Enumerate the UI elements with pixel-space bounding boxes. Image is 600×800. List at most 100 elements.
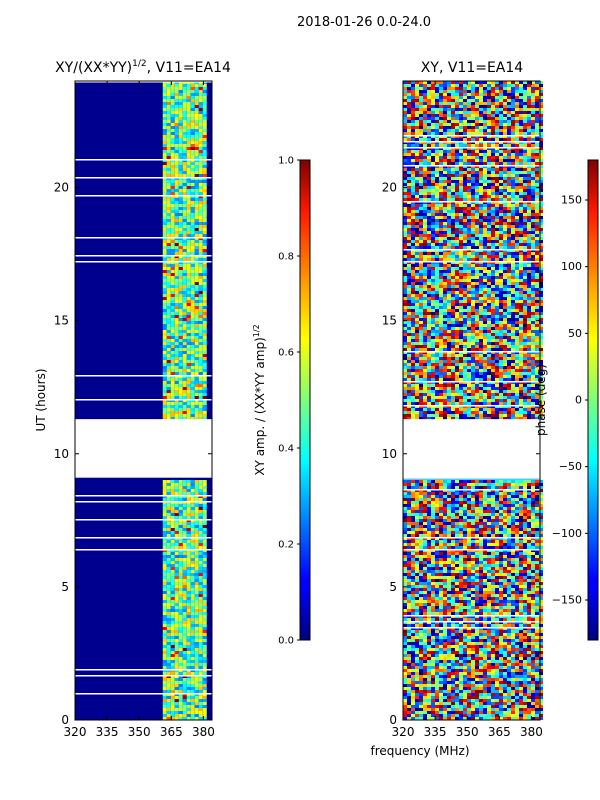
heatmap-cell	[519, 213, 523, 216]
heatmap-cell	[427, 192, 431, 195]
heatmap-cell	[487, 246, 491, 249]
heatmap-cell	[170, 150, 175, 153]
heatmap-cell	[182, 507, 187, 510]
heatmap-cell	[162, 390, 167, 393]
heatmap-cell	[411, 273, 415, 276]
heatmap-cell	[507, 162, 511, 165]
heatmap-cell	[519, 156, 523, 159]
heatmap-cell	[471, 291, 475, 294]
heatmap-cell	[411, 93, 415, 96]
heatmap-cell	[419, 174, 423, 177]
heatmap-cell	[202, 150, 207, 153]
heatmap-cell	[419, 108, 423, 111]
heatmap-cell	[439, 204, 443, 207]
heatmap-cell	[443, 93, 447, 96]
heatmap-cell	[186, 240, 191, 243]
heatmap-cell	[523, 162, 527, 165]
heatmap-cell	[198, 180, 203, 183]
heatmap-cell	[411, 87, 415, 90]
heatmap-cell	[407, 315, 411, 318]
heatmap-cell	[162, 123, 167, 126]
heatmap-cell	[527, 150, 531, 153]
heatmap-cell	[202, 666, 207, 669]
heatmap-cell	[198, 120, 203, 123]
heatmap-cell	[166, 609, 171, 612]
heatmap-cell	[198, 390, 203, 393]
heatmap-cell	[535, 204, 539, 207]
heatmap-cell	[491, 114, 495, 117]
heatmap-cell	[182, 345, 187, 348]
heatmap-cell	[527, 291, 531, 294]
heatmap-cell	[463, 219, 467, 222]
heatmap-cell	[194, 312, 199, 315]
heatmap-cell	[174, 369, 179, 372]
heatmap-cell	[166, 150, 171, 153]
heatmap-cell	[190, 552, 195, 555]
heatmap-cell	[190, 522, 195, 525]
heatmap-cell	[202, 198, 207, 201]
heatmap-cell	[459, 234, 463, 237]
heatmap-cell	[198, 504, 203, 507]
heatmap-cell	[162, 198, 167, 201]
heatmap-cell	[527, 255, 531, 258]
heatmap-cell	[479, 105, 483, 108]
heatmap-cell	[487, 210, 491, 213]
heatmap-cell	[527, 96, 531, 99]
heatmap-cell	[162, 582, 167, 585]
heatmap-cell	[174, 585, 179, 588]
heatmap-cell	[178, 546, 183, 549]
heatmap-cell	[166, 84, 171, 87]
heatmap-cell	[451, 243, 455, 246]
heatmap-cell	[166, 546, 171, 549]
heatmap-cell	[170, 618, 175, 621]
heatmap-cell	[166, 708, 171, 711]
heatmap-cell	[539, 255, 543, 258]
heatmap-cell	[403, 303, 407, 306]
heatmap-cell	[535, 96, 539, 99]
heatmap-cell	[162, 525, 167, 528]
heatmap-cell	[186, 645, 191, 648]
heatmap-cell	[535, 303, 539, 306]
heatmap-cell	[527, 105, 531, 108]
heatmap-cell	[194, 567, 199, 570]
heatmap-cell	[190, 189, 195, 192]
heatmap-cell	[447, 300, 451, 303]
heatmap-cell	[194, 273, 199, 276]
heatmap-cell	[182, 564, 187, 567]
heatmap-cell	[162, 639, 167, 642]
heatmap-cell	[483, 87, 487, 90]
heatmap-cell	[511, 303, 515, 306]
heatmap-cell	[443, 267, 447, 270]
heatmap-cell	[194, 171, 199, 174]
heatmap-cell	[182, 642, 187, 645]
heatmap-cell	[495, 186, 499, 189]
heatmap-cell	[166, 345, 171, 348]
heatmap-cell	[174, 570, 179, 573]
heatmap-cell	[174, 342, 179, 345]
heatmap-cell	[539, 153, 543, 156]
heatmap-cell	[443, 120, 447, 123]
heatmap-cell	[487, 156, 491, 159]
heatmap-cell	[166, 534, 171, 537]
heatmap-cell	[455, 237, 459, 240]
heatmap-cell	[455, 126, 459, 129]
heatmap-cell	[439, 189, 443, 192]
heatmap-cell	[451, 264, 455, 267]
heatmap-cell	[174, 660, 179, 663]
heatmap-cell	[535, 129, 539, 132]
heatmap-cell	[198, 366, 203, 369]
heatmap-cell	[194, 147, 199, 150]
heatmap-cell	[186, 105, 191, 108]
heatmap-cell	[198, 123, 203, 126]
heatmap-cell	[174, 492, 179, 495]
heatmap-cell	[447, 204, 451, 207]
heatmap-cell	[178, 291, 183, 294]
heatmap-cell	[162, 228, 167, 231]
heatmap-cell	[475, 213, 479, 216]
heatmap-cell	[182, 663, 187, 666]
heatmap-cell	[507, 120, 511, 123]
heatmap-cell	[415, 123, 419, 126]
heatmap-cell	[198, 93, 203, 96]
heatmap-cell	[467, 291, 471, 294]
heatmap-cell	[162, 630, 167, 633]
